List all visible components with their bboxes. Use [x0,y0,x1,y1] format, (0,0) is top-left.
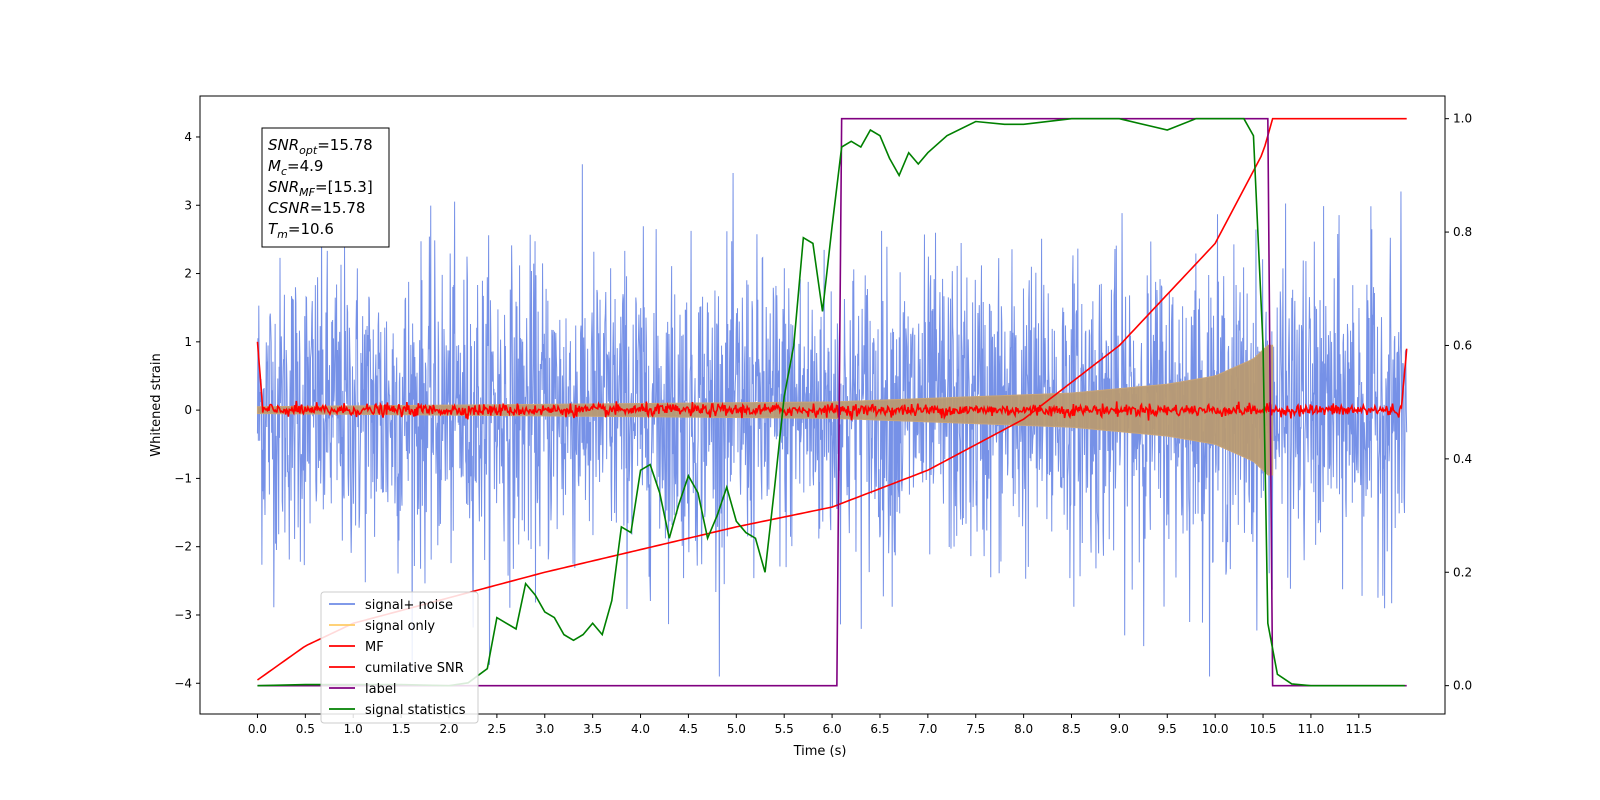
x-tick-label: 9.5 [1158,722,1177,736]
info-line: Mc=4.9 [268,157,323,178]
series-mf [256,341,1408,421]
legend: signal+ noise signal only MF cumilative SNR… [320,591,479,724]
legend-frame [320,591,479,724]
x-tick-label: 4.5 [679,722,698,736]
y-right-tick-label: 0.8 [1453,225,1472,239]
x-tick-label: 4.0 [631,722,650,736]
x-tick-label: 2.5 [487,722,506,736]
x-tick-label: 2.0 [439,722,458,736]
series-label [257,117,1407,687]
info-symbol: SNR [268,136,299,154]
legend-item: signal only [329,619,435,634]
x-tick-label: 11.0 [1298,722,1325,736]
y-right-tick-label: 1.0 [1453,112,1472,126]
y-left-tick-label: −1 [174,471,192,485]
info-value: =15.78 [317,136,373,154]
x-axis-label: Time (s) [793,744,847,759]
legend-item: signal+ noise [329,598,453,613]
x-tick-label: 10.0 [1202,722,1229,736]
y-right-tick-label: 0.2 [1453,565,1472,579]
y-right-tick-label: 0.6 [1453,338,1472,352]
y-left-tick-label: 3 [184,198,192,212]
info-box: SNRopt=15.78Mc=4.9SNRMF=[15.3]CSNR=15.78… [261,127,390,248]
x-tick-label: 6.5 [870,722,889,736]
x-tick-label: 0.0 [248,722,267,736]
x-tick-label: 5.5 [775,722,794,736]
legend-label: signal statistics [365,703,466,718]
info-subscript: m [277,228,288,241]
y-axis-label: Whitened strain [149,353,164,456]
x-tick-label: 6.0 [823,722,842,736]
y-left-tick-label: 1 [184,335,192,349]
x-tick-label: 1.5 [392,722,411,736]
x-tick-label: 3.0 [535,722,554,736]
y-left-tick-label: −4 [174,676,192,690]
x-tick-label: 10.5 [1250,722,1277,736]
info-line: Tm=10.6 [268,220,334,241]
info-line: SNRMF=[15.3] [268,178,373,199]
y-left-tick-label: −2 [174,540,192,554]
x-tick-label: 5.0 [727,722,746,736]
series-signal-statistics [257,117,1405,687]
y-left-tick-label: 2 [184,267,192,281]
legend-item: label [329,682,396,697]
x-tick-label: 8.5 [1062,722,1081,736]
x-tick-label: 7.5 [966,722,985,736]
info-line: CSNR=15.78 [268,199,365,217]
legend-item: signal statistics [329,703,466,718]
x-tick-label: 8.0 [1014,722,1033,736]
info-value: =[15.3] [315,178,373,196]
info-subscript: MF [299,186,315,199]
info-value: =10.6 [288,220,334,238]
x-tick-label: 7.0 [918,722,937,736]
info-subscript: c [281,165,287,178]
legend-item: MF [329,640,384,655]
info-symbol: SNR [268,178,299,196]
y-left-tick-label: 0 [184,403,192,417]
info-value: =4.9 [287,157,323,175]
info-box-frame [261,127,390,248]
legend-item: cumilative SNR [329,661,464,676]
legend-label: MF [365,640,384,655]
x-tick-label: 9.0 [1110,722,1129,736]
info-line: SNRopt=15.78 [268,136,373,157]
legend-label: cumilative SNR [365,661,464,676]
info-symbol: T [268,220,279,238]
axes-frame [199,95,1446,715]
axis-ticks: 0.0 0.5 1.0 1.5 2.0 2.5 3.0 3.5 4.0 4.5 5.0 5.5 6.0 6… [174,112,1472,736]
x-tick-label: 0.5 [296,722,315,736]
legend-label: signal+ noise [365,598,453,613]
x-tick-label: 11.5 [1345,722,1372,736]
y-right-tick-label: 0.0 [1453,679,1472,693]
info-symbol: M [268,157,281,175]
y-right-tick-label: 0.4 [1453,452,1472,466]
y-left-tick-label: −3 [174,608,192,622]
x-tick-label: 3.5 [583,722,602,736]
legend-label: label [365,682,396,697]
info-subscript: opt [299,144,318,157]
x-tick-label: 1.0 [344,722,363,736]
info-symbol: CSNR [268,199,310,217]
legend-label: signal only [365,619,435,634]
y-left-tick-label: 4 [184,130,192,144]
info-value: =15.78 [310,199,366,217]
